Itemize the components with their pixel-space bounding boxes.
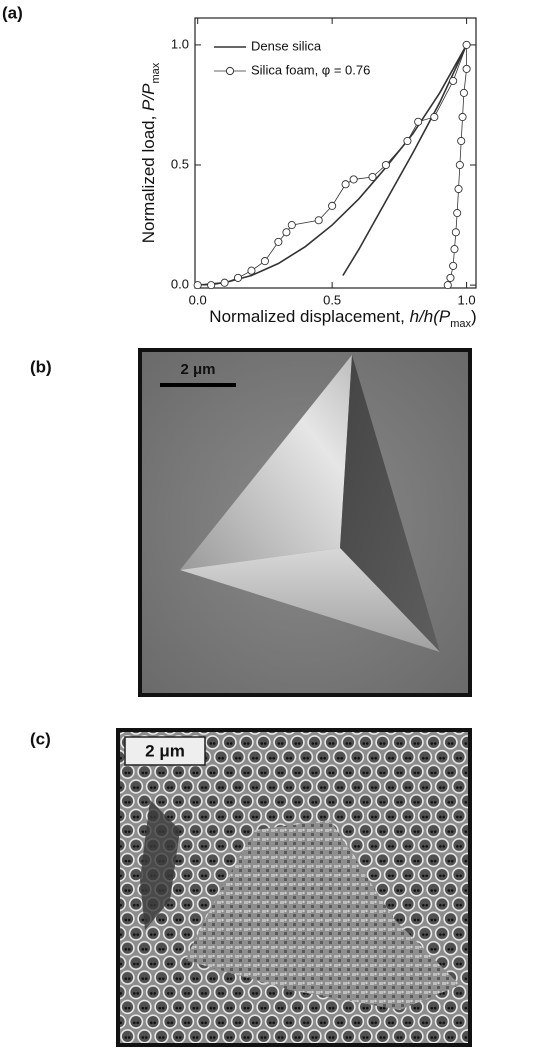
marker (459, 88, 468, 97)
marker (430, 112, 439, 122)
series-line (197, 44, 467, 286)
marker (282, 228, 291, 237)
marker (233, 273, 243, 282)
marker (446, 273, 455, 282)
axis-label-part: Normalized displacement, (209, 307, 409, 326)
x-tick-label: 0.5 (323, 292, 341, 307)
marker (349, 175, 358, 184)
sem-image-b (138, 348, 472, 697)
marker (220, 278, 229, 287)
marker (462, 64, 471, 73)
axis-label-part: ) (471, 307, 477, 326)
marker (274, 237, 283, 246)
plot-frame (194, 17, 477, 289)
panel-label: (a) (2, 3, 23, 22)
y-tick-label: 0.5 (171, 156, 189, 171)
x-tick-label: 0.0 (189, 292, 207, 307)
panel-label: (b) (30, 357, 52, 376)
sem-image-c (116, 728, 472, 1047)
axis-label-part: max (150, 62, 162, 83)
marker (449, 76, 458, 85)
marker (443, 281, 452, 290)
y-axis-label: Normalized load, P/Pmax (139, 62, 161, 243)
marker (314, 216, 323, 225)
marker (328, 201, 337, 210)
marker (341, 180, 350, 189)
marker (414, 117, 423, 126)
marker (455, 160, 464, 170)
scale-bar-label: 2 μm (180, 361, 215, 378)
marker (462, 40, 471, 49)
marker (260, 257, 269, 266)
axis-label-part: P/P (139, 83, 158, 111)
marker (193, 281, 202, 290)
marker (453, 209, 462, 218)
marker (454, 184, 463, 194)
legend-label: Dense silica (251, 38, 322, 53)
x-axis-label: Normalized displacement, h/h(Pmax) (209, 307, 476, 329)
marker (451, 228, 460, 237)
marker (381, 160, 390, 170)
legend-label: Silica foam, φ = 0.76 (251, 62, 370, 77)
marker (368, 172, 377, 182)
axis-label-part: Normalized load, (139, 111, 158, 243)
axis-label-part: max (450, 318, 471, 330)
y-tick-label: 1.0 (171, 36, 189, 51)
y-tick-label: 0.0 (171, 277, 189, 292)
scale-bar-label: 2 μm (145, 741, 185, 760)
x-tick-label: 1.0 (458, 292, 476, 307)
marker (457, 136, 466, 146)
marker (247, 266, 256, 275)
panel-label: (c) (30, 729, 51, 748)
legend-marker (225, 66, 235, 76)
series-line (197, 44, 468, 286)
marker (207, 281, 216, 290)
marker (450, 245, 459, 254)
marker (458, 112, 467, 122)
marker (449, 261, 458, 270)
axis-label-part: h/h(P (410, 307, 451, 326)
marker (403, 136, 412, 146)
marker (287, 221, 296, 230)
